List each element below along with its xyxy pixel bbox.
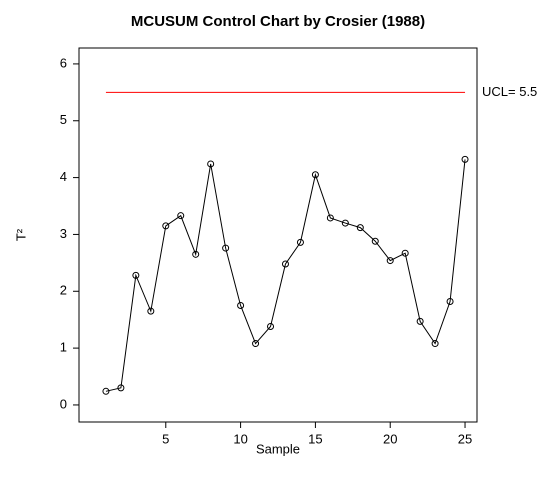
point	[102, 387, 110, 395]
point	[267, 323, 275, 331]
chart-title: MCUSUM Control Chart by Crosier (1988)	[131, 13, 425, 30]
point	[356, 224, 364, 232]
point	[147, 307, 155, 315]
point	[416, 317, 424, 325]
point	[386, 257, 394, 265]
y-tick-label: 0	[60, 396, 67, 411]
point	[341, 219, 349, 227]
series-line	[105, 159, 466, 392]
point	[132, 271, 140, 279]
point	[117, 384, 125, 392]
point	[162, 222, 170, 230]
point	[222, 244, 230, 252]
y-tick-label: 4	[60, 169, 67, 184]
point	[431, 340, 439, 348]
y-axis-label: T²	[13, 228, 28, 241]
y-tick-label: 1	[60, 340, 67, 355]
point	[446, 298, 454, 306]
point	[281, 260, 289, 268]
y-tick-label: 6	[60, 55, 67, 70]
x-tick-label: 10	[233, 431, 247, 446]
point	[311, 171, 319, 179]
plot-frame	[78, 47, 478, 423]
point	[237, 301, 245, 309]
point	[177, 212, 185, 220]
x-axis-label: Sample	[256, 441, 300, 456]
x-tick-label: 5	[162, 431, 169, 446]
point	[371, 237, 379, 245]
point	[207, 160, 215, 168]
ucl-label: UCL= 5.5	[482, 84, 537, 99]
y-tick-label: 5	[60, 112, 67, 127]
point	[192, 250, 200, 258]
x-tick-label: 15	[308, 431, 322, 446]
point	[296, 238, 304, 246]
point	[461, 155, 469, 163]
point	[326, 214, 334, 222]
point	[401, 249, 409, 257]
x-tick-label: 25	[458, 431, 472, 446]
x-tick-label: 20	[383, 431, 397, 446]
point	[252, 340, 260, 348]
y-tick-label: 3	[60, 226, 67, 241]
y-tick-label: 2	[60, 283, 67, 298]
